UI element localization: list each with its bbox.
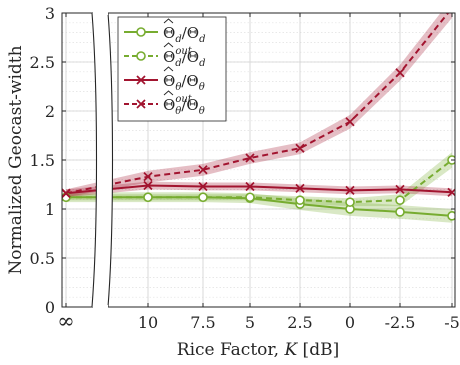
marker-circle (447, 211, 455, 221)
marker-x-stroke (295, 183, 305, 194)
y-axis-label: Normalized Geocast-width (6, 45, 26, 274)
series-line (65, 13, 450, 195)
x-tick-label: -5 (444, 313, 460, 332)
y-tick-label: 0 (45, 298, 55, 317)
marker-x-stroke (245, 153, 255, 163)
axis-break-mask (93, 11, 108, 15)
y-tick-label: 0.5 (30, 249, 55, 268)
x-tick-label: -2.5 (385, 313, 416, 332)
marker-circle (395, 207, 405, 217)
legend-hat (163, 90, 174, 96)
marker-x-stroke (345, 117, 355, 127)
marker-circle (345, 197, 355, 207)
legend-hat (163, 42, 174, 48)
axis-ticks: 0 0.5 1 1.5 2 2.5 3 ∞ 10 7.5 5 2.5 0 -2.5 -5 (30, 4, 460, 333)
legend-label: Θout d/Θd (163, 46, 205, 69)
axis-break (91, 11, 114, 309)
axis-break-line (107, 12, 114, 308)
y-tick-label: 2 (45, 102, 55, 121)
legend-label: Θd/Θd (163, 24, 205, 45)
x-tick-label: ∞ (57, 309, 75, 333)
band-circle (66, 192, 452, 223)
marker-circle (198, 192, 208, 203)
series-line (65, 184, 453, 195)
series-lines (65, 13, 453, 217)
y-tick-label: 1 (45, 200, 55, 219)
series-markers (62, 4, 456, 221)
x-tick-label: 10 (138, 313, 158, 332)
marker-x-stroke (143, 172, 153, 182)
marker-x-stroke (198, 181, 208, 192)
x-tick-label: 7.5 (190, 313, 215, 332)
marker-x-stroke (345, 185, 355, 196)
legend-label: Θθ/Θθ (163, 72, 205, 93)
series-line (66, 159, 453, 204)
marker-x-stroke (448, 4, 456, 12)
legend-item: Θd/Θd (124, 18, 205, 45)
legend-hat (163, 18, 174, 24)
marker-x-stroke (136, 99, 146, 109)
axis-break-line (91, 12, 98, 308)
y-tick-label: 3 (45, 4, 55, 23)
band-circle-open (66, 152, 452, 207)
marker-x-stroke (395, 68, 405, 78)
x-tick-label: 0 (345, 313, 355, 332)
marker-circle (295, 195, 305, 205)
marker-x-stroke (395, 184, 405, 195)
marker-x-stroke (143, 180, 153, 191)
marker-x-stroke (136, 75, 146, 85)
x-axis-label: Rice Factor, K [dB] (177, 340, 339, 360)
x-tick-label: 2.5 (287, 313, 312, 332)
legend-item: Θθ/Θθ (124, 66, 205, 93)
marker-x-stroke (62, 188, 71, 198)
y-tick-label: 2.5 (30, 53, 55, 72)
x-tick-label: 5 (245, 313, 255, 332)
axis-break-mask (93, 305, 108, 309)
axis-break-gap (92, 13, 113, 307)
legend-hat (163, 66, 174, 72)
marker-circle (395, 195, 405, 205)
legend-item: Θout d/Θd (124, 42, 205, 69)
marker-circle (136, 51, 146, 61)
band-x (66, 13, 452, 198)
marker-x-stroke (295, 143, 305, 153)
marker-x-stroke (198, 165, 208, 175)
marker-circle (143, 192, 153, 203)
legend-item: Θout θ/Θθ (124, 90, 205, 117)
marker-x-stroke (245, 181, 255, 192)
marker-circle (136, 27, 146, 37)
marker-x-stroke (448, 4, 456, 12)
y-tick-label: 1.5 (30, 151, 55, 170)
marker-circle (245, 192, 255, 203)
legend-label: Θout θ/Θθ (163, 94, 205, 117)
